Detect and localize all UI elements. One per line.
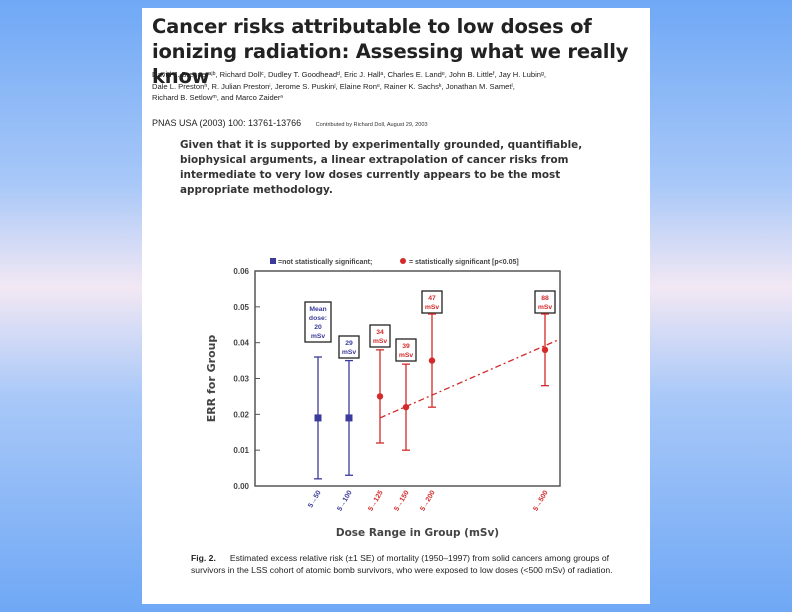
citation-reference: PNAS USA (2003) 100: 13761-13766 (152, 118, 302, 128)
key-quote: Given that it is supported by experiment… (180, 139, 583, 196)
y-tick-label: 0.01 (233, 446, 249, 455)
dose-box-label: 20 (314, 324, 322, 331)
dose-box-label: dose: (309, 315, 327, 322)
dose-box (421, 290, 443, 314)
y-tick-label: 0.04 (233, 339, 249, 348)
dose-box-label: 88 (541, 295, 549, 302)
y-tick-label: 0.02 (233, 410, 249, 419)
dose-box-label: mSv (399, 352, 414, 359)
dose-box-label: mSv (311, 333, 326, 340)
paper-page: Cancer risks attributable to low doses o… (142, 8, 650, 604)
dose-box-label: 47 (428, 295, 436, 302)
y-tick-label: 0.06 (233, 267, 249, 276)
data-point-significant (428, 357, 436, 364)
dose-box (534, 290, 556, 314)
legend-circle-marker (400, 258, 406, 264)
y-tick-label: 0.00 (233, 482, 249, 491)
dose-box (395, 338, 417, 362)
data-point-not-significant (345, 414, 353, 422)
data-point-significant (402, 403, 410, 411)
x-tick-label: 5→100 (336, 489, 353, 512)
paper-title: Cancer risks attributable to low doses o… (152, 15, 629, 88)
dose-box-label: Mean (309, 306, 326, 313)
citation: PNAS USA (2003) 100: 13761-13766 Contrib… (152, 118, 428, 128)
dose-box (304, 301, 332, 343)
data-point-significant (541, 346, 549, 354)
x-tick-label: 5→200 (419, 489, 436, 512)
legend-square-marker (270, 258, 276, 264)
dose-box-label: 39 (402, 343, 410, 350)
contributed-by: Contributed by Richard Doll, August 29, … (315, 122, 428, 128)
dose-box-label: mSv (342, 349, 357, 356)
x-tick-label: 5→150 (393, 489, 410, 512)
figure-caption: Fig. 2. Estimated excess relative risk (±… (191, 552, 641, 576)
y-tick-label: 0.03 (233, 375, 249, 384)
plot-frame (254, 270, 561, 487)
linear-trend-line (379, 338, 561, 419)
data-point-not-significant (314, 414, 322, 422)
dose-box-label: mSv (538, 304, 553, 311)
legend-significant-label: = statistically significant [p<0.05] (409, 259, 519, 266)
dose-box (369, 324, 391, 348)
legend-not-significant-label: =not statistically significant; (278, 259, 372, 266)
dose-box (338, 335, 360, 359)
dose-box-label: mSv (425, 304, 440, 311)
dose-box-label: 34 (376, 329, 384, 336)
author-line: Richard B. Setlowᵐ, and Marco Zaiderⁿ (152, 93, 284, 102)
x-tick-label: 5→500 (532, 489, 549, 512)
dose-box-label: 29 (345, 340, 353, 347)
figure-label: Fig. 2. (191, 553, 216, 563)
err-dose-chart: 0.00 0.01 0.02 0.03 0.04 0.05 0.06 ERR for Grou… (205, 258, 561, 539)
author-line: David J. Brennerᵃʲᵇ, Richard Dollᶜ, Dudl… (152, 70, 546, 79)
author-line: Dale L. Prestonʰ, R. Julian Prestonⁱ, Je… (152, 81, 515, 91)
y-axis-label: ERR for Group (205, 335, 218, 423)
y-tick-label: 0.05 (233, 303, 249, 312)
x-axis-label: Dose Range in Group (mSv) (336, 527, 499, 539)
x-tick-label: 5→125 (367, 489, 384, 512)
data-point-significant (376, 393, 384, 400)
author-list: David J. Brennerᵃʲᵇ, Richard Dollᶜ, Dudl… (152, 69, 644, 104)
figure-caption-text: Estimated excess relative risk (±1 SE) o… (191, 553, 613, 575)
dose-box-label: mSv (373, 338, 388, 345)
x-tick-label: 5→50 (307, 489, 322, 509)
